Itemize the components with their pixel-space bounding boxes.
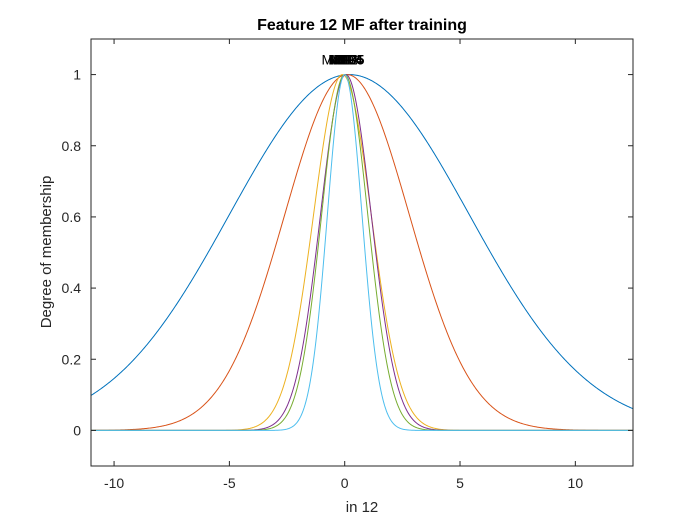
y-tick-label: 0.4	[62, 280, 82, 296]
axes-box	[90, 38, 634, 467]
axis-ticks: -10 -5 0 5 10 0 0.2 0.4 0.6 0.8 1	[62, 39, 633, 491]
mf-label-6: MF6	[331, 52, 359, 68]
y-tick-label: 0.6	[62, 209, 82, 225]
x-tick-label: 0	[341, 475, 349, 491]
y-tick-label: 1	[73, 67, 81, 83]
y-tick-label: 0.8	[62, 138, 82, 154]
mf-label-4: MF4	[335, 52, 363, 68]
mf-curves	[91, 74, 633, 431]
mf-curve-2	[91, 74, 633, 431]
x-tick-label: 10	[568, 475, 584, 491]
mf-label-3: MF3	[328, 52, 356, 68]
mf-label-1: MF1	[321, 52, 349, 68]
mf-curve-6	[91, 74, 633, 431]
mf-label-5: MF5	[336, 52, 364, 68]
plot-area	[91, 39, 633, 466]
y-axis-label: Degree of membership	[38, 176, 55, 329]
y-tick-label: 0.2	[62, 351, 82, 367]
x-tick-label: 5	[456, 475, 464, 491]
y-tick-label: 0	[73, 422, 81, 438]
chart-title: Feature 12 MF after training	[257, 17, 467, 34]
x-tick-label: -10	[104, 475, 124, 491]
x-tick-label: -5	[223, 475, 236, 491]
mf-curve-1	[91, 74, 633, 410]
x-axis-label: in 12	[346, 499, 379, 516]
mf-label-2: MF2	[330, 52, 358, 68]
